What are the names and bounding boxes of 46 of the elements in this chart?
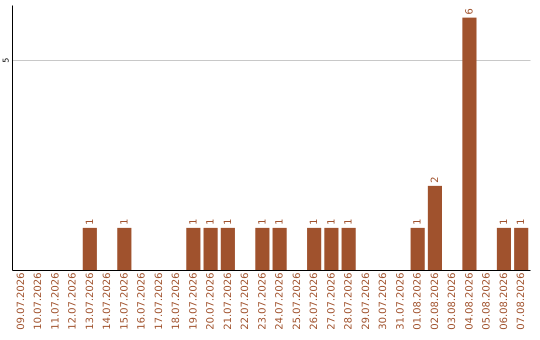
x-tick-label: 29.07.2026 — [360, 272, 372, 330]
x-tick-label: 12.07.2026 — [68, 272, 79, 330]
x-tick-label: 19.07.2026 — [188, 272, 200, 330]
x-tick-label: 14.07.2026 — [102, 272, 114, 330]
x-tick-label: 02.08.2026 — [430, 272, 441, 330]
data-label: 1 — [188, 218, 200, 225]
x-tick-label: 06.08.2026 — [498, 272, 510, 330]
data-label: 1 — [119, 218, 130, 225]
x-tick-label: 15.07.2026 — [119, 272, 130, 330]
data-label: 1 — [257, 218, 268, 225]
x-tick-label: 26.07.2026 — [309, 272, 320, 330]
x-tick-label: 01.08.2026 — [412, 272, 424, 330]
x-tick-label: 18.07.2026 — [171, 272, 182, 330]
x-tick-label: 13.07.2026 — [84, 272, 96, 330]
data-label: 1 — [344, 218, 355, 225]
data-label: 1 — [326, 218, 338, 225]
data-label: 1 — [274, 218, 286, 225]
x-tick-label: 16.07.2026 — [136, 272, 148, 330]
x-tick-label: 24.07.2026 — [274, 272, 286, 330]
y-tick-label: 5 — [2, 58, 10, 63]
x-tick-label: 10.07.2026 — [33, 272, 44, 330]
x-tick-label: 09.07.2026 — [16, 272, 27, 330]
data-label: 6 — [464, 8, 476, 15]
data-label: 1 — [222, 218, 234, 225]
data-label: 1 — [309, 218, 320, 225]
data-label: 2 — [430, 176, 441, 183]
x-tick-label: 27.07.2026 — [326, 272, 338, 330]
x-tick-label: 28.07.2026 — [344, 272, 355, 330]
x-tick-label: 05.08.2026 — [482, 272, 493, 330]
data-label: 1 — [206, 218, 217, 225]
x-tick-label: 11.07.2026 — [50, 272, 62, 330]
x-tick-label: 25.07.2026 — [292, 272, 303, 330]
x-tick-label: 21.07.2026 — [222, 272, 234, 330]
data-label: 1 — [498, 218, 510, 225]
x-tick-label: 20.07.2026 — [206, 272, 217, 330]
x-tick-label: 22.07.2026 — [240, 272, 252, 330]
x-tick-label: 07.08.2026 — [516, 272, 528, 330]
x-tick-label: 03.08.2026 — [447, 272, 458, 330]
x-tick-label: 30.07.2026 — [378, 272, 390, 330]
x-tick-label: 23.07.2026 — [257, 272, 268, 330]
x-tick-label: 04.08.2026 — [464, 272, 476, 330]
x-tick-label: 17.07.2026 — [154, 272, 165, 330]
data-label: 1 — [412, 218, 424, 225]
data-label: 1 — [516, 218, 528, 225]
data-label: 1 — [84, 218, 96, 225]
x-tick-label: 31.07.2026 — [395, 272, 406, 330]
